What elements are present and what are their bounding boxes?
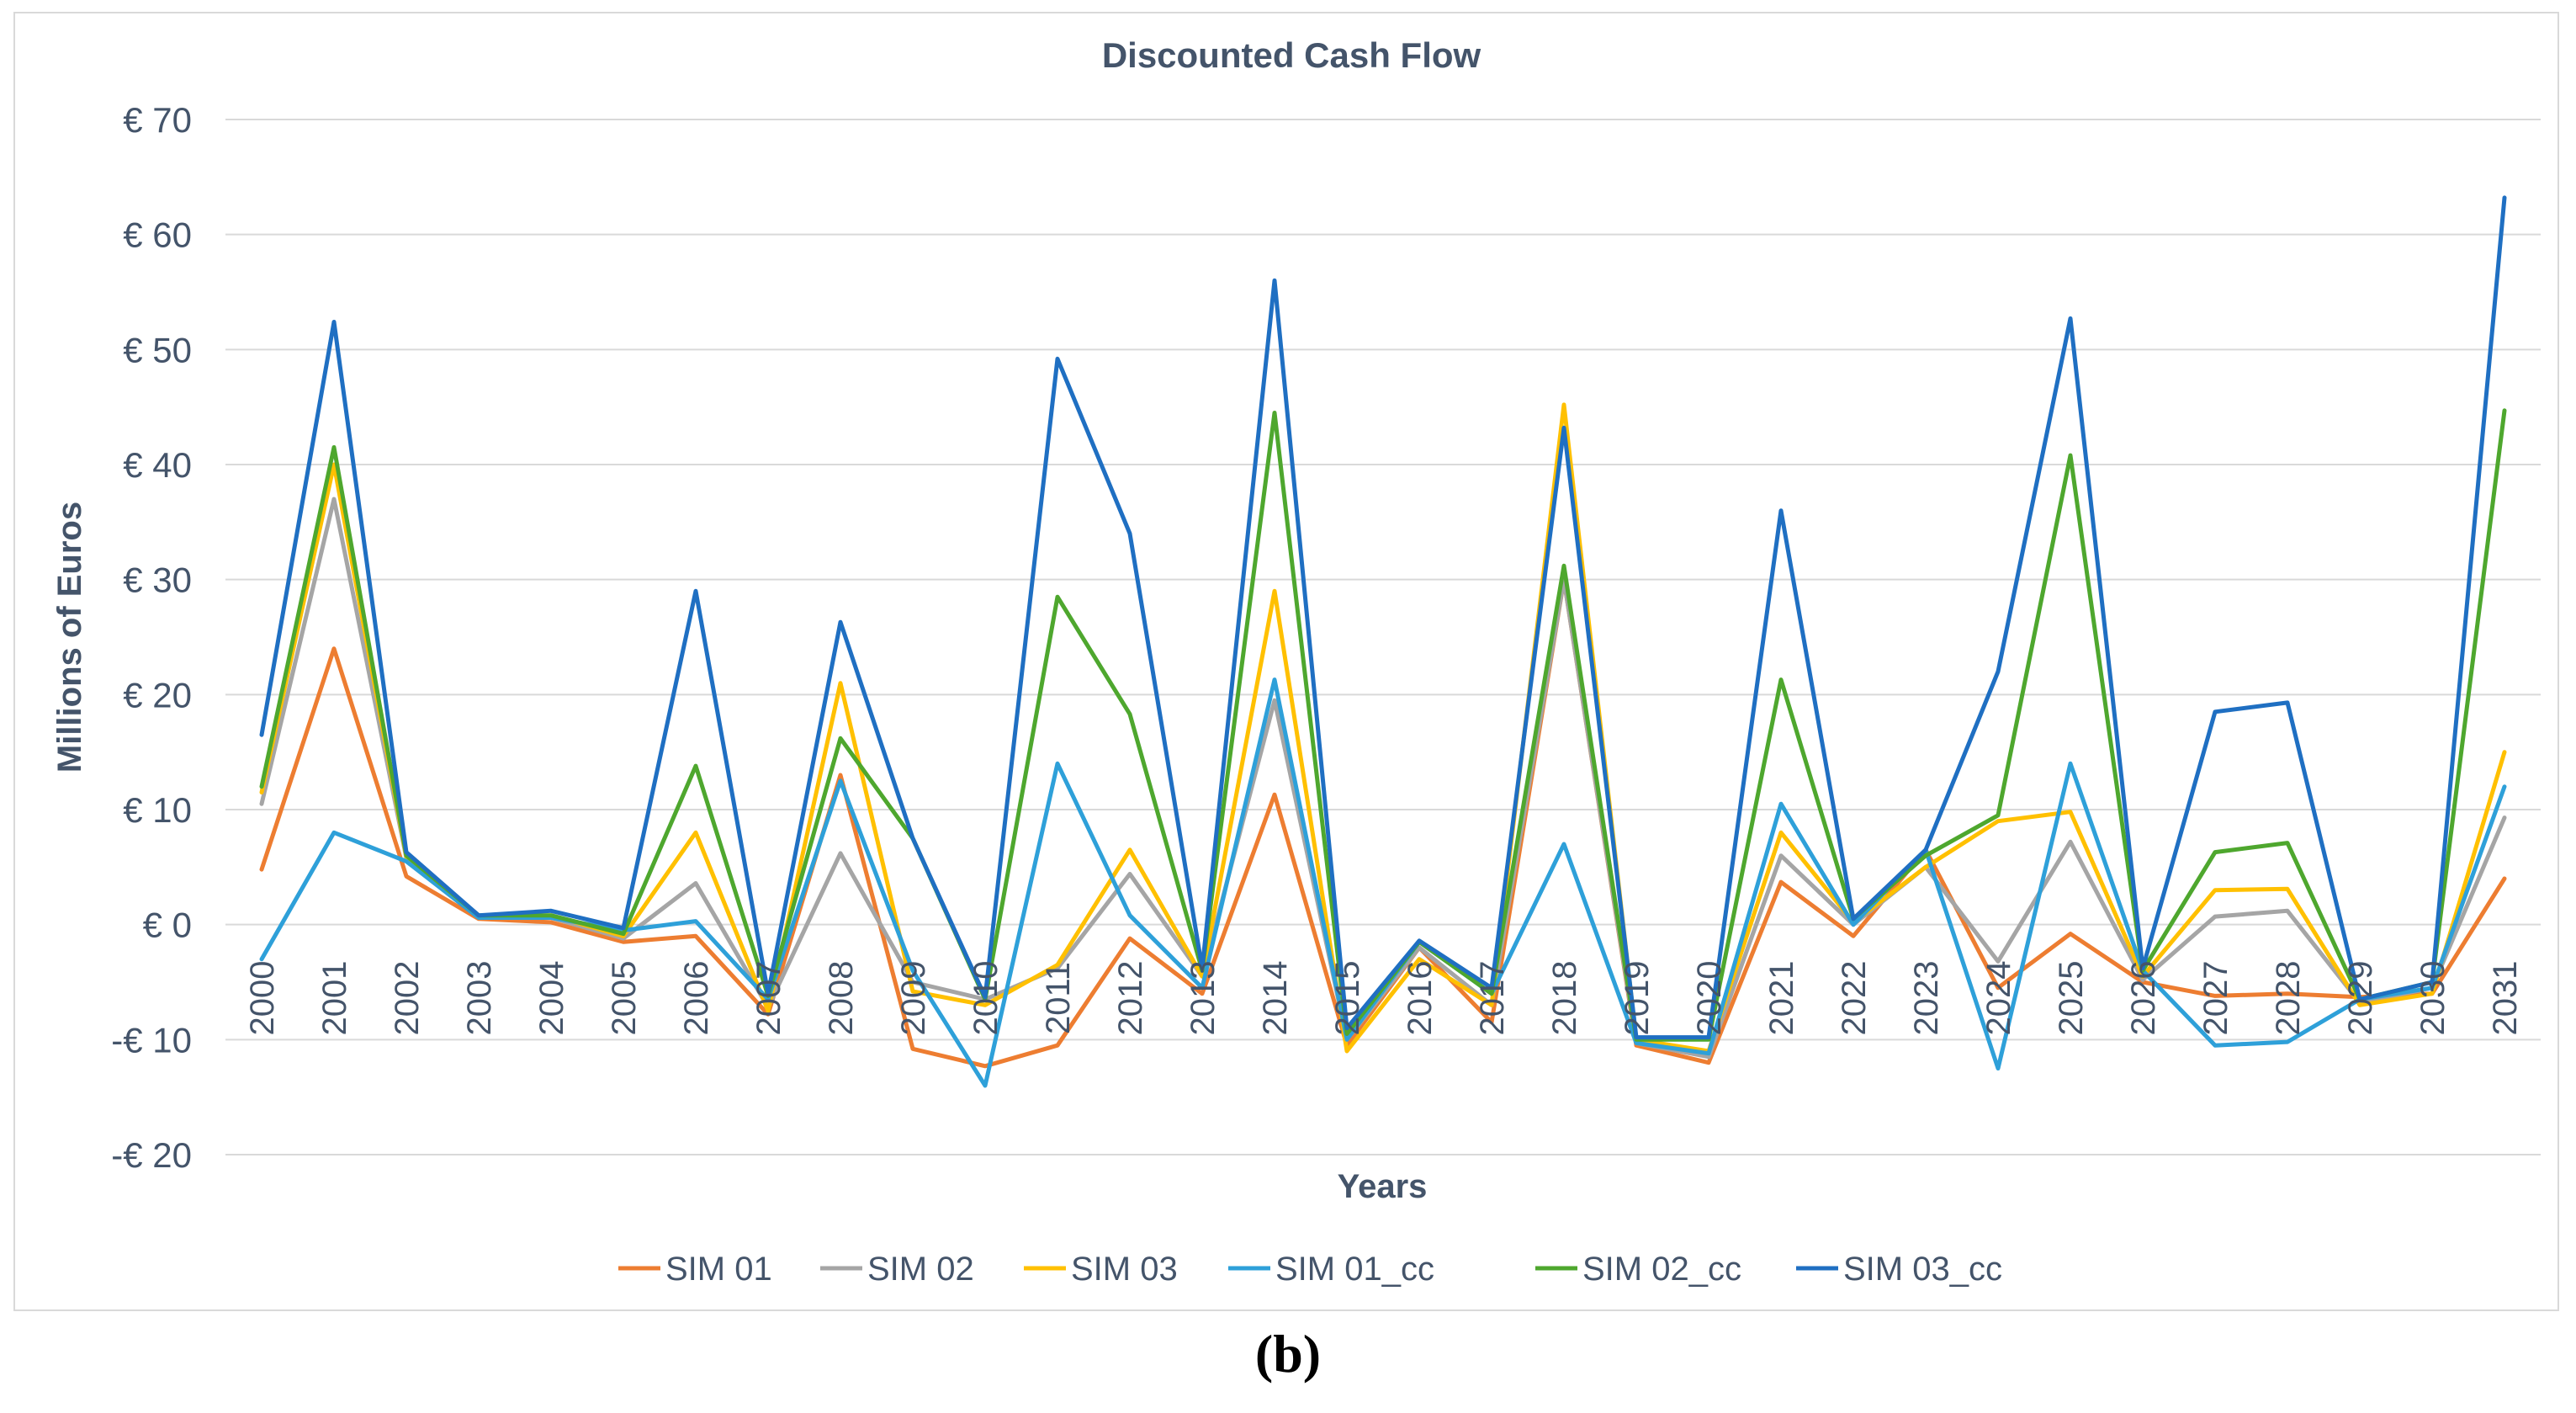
- x-tick-label: 2015: [1329, 961, 1366, 1036]
- y-tick-label: € 50: [123, 330, 192, 369]
- y-tick-label: -€ 20: [111, 1135, 192, 1175]
- x-tick-label: 2012: [1112, 961, 1149, 1036]
- x-axis-label: Years: [1338, 1168, 1428, 1205]
- legend-label: SIM 03_cc: [1843, 1251, 2002, 1288]
- x-tick-label: 2023: [1908, 961, 1945, 1036]
- legend-label: SIM 01: [665, 1251, 772, 1288]
- figure-caption: (b): [1254, 1324, 1322, 1384]
- x-tick-label: 2027: [2197, 961, 2234, 1036]
- x-tick-label: 2002: [389, 961, 426, 1036]
- legend: SIM 01 SIM 02 SIM 03 SIM 01_cc SIM 02_cc SIM …: [618, 1251, 2002, 1288]
- legend-label: SIM 02_cc: [1582, 1251, 1741, 1288]
- x-tick-label: 2028: [2270, 961, 2307, 1036]
- x-tick-label: 2011: [1040, 962, 1077, 1034]
- x-tick-label: 2014: [1257, 961, 1294, 1036]
- x-tick-label: 2009: [895, 961, 932, 1036]
- x-tick-label: 2021: [1763, 961, 1800, 1036]
- x-tick-label: 2018: [1546, 961, 1583, 1036]
- chart-title: Discounted Cash Flow: [1102, 35, 1481, 75]
- series-line-sim-02-cc: [259, 408, 2507, 1042]
- x-tick-label: 2024: [1980, 961, 2017, 1036]
- chart: Discounted Cash Flow -€ 20 -€ 10 € 0 € 10 € …: [51, 35, 2541, 1288]
- y-axis-label: Millions of Euros: [51, 502, 88, 773]
- series-lines: [259, 195, 2507, 1088]
- x-tick-label: 2020: [1691, 961, 1728, 1036]
- x-tick-label: 2026: [2125, 961, 2162, 1036]
- legend-label: SIM 03: [1071, 1251, 1178, 1288]
- x-tick-label: 2004: [533, 961, 570, 1036]
- x-tick-label: 2003: [461, 961, 498, 1036]
- x-tick-label: 2013: [1185, 961, 1222, 1036]
- series-line-sim-03-cc: [259, 195, 2507, 1040]
- series-line-sim-03: [259, 402, 2507, 1054]
- x-tick-label: 2005: [606, 961, 643, 1036]
- x-tick-label: 2008: [823, 961, 860, 1036]
- y-tick-label: € 20: [123, 675, 192, 714]
- y-axis-ticks: -€ 20 -€ 10 € 0 € 10 € 20 € 30 € 40 € 50 € 60 € 7…: [111, 100, 192, 1175]
- x-axis-ticks: 2000 2001 2002 2003 2004 2005 2006 2007 2008 2009…: [244, 961, 2524, 1036]
- x-tick-label: 2030: [2414, 961, 2451, 1036]
- x-tick-label: 2025: [2053, 961, 2090, 1036]
- x-tick-label: 2001: [316, 961, 353, 1036]
- x-tick-label: 2010: [967, 961, 1004, 1036]
- y-tick-label: € 10: [123, 790, 192, 830]
- y-tick-label: € 70: [123, 100, 192, 140]
- x-tick-label: 2017: [1474, 961, 1511, 1036]
- x-tick-label: 2029: [2342, 961, 2379, 1036]
- x-tick-label: 2006: [678, 961, 715, 1036]
- x-tick-label: 2022: [1836, 961, 1873, 1036]
- x-tick-label: 2031: [2487, 961, 2524, 1036]
- legend-label: SIM 01_cc: [1275, 1251, 1434, 1288]
- y-tick-label: € 0: [143, 906, 192, 945]
- x-tick-label: 2007: [750, 961, 787, 1036]
- y-tick-label: € 30: [123, 560, 192, 600]
- y-tick-label: € 60: [123, 215, 192, 255]
- legend-label: SIM 02: [867, 1251, 974, 1288]
- x-tick-label: 2000: [244, 961, 281, 1036]
- x-tick-label: 2019: [1619, 961, 1656, 1036]
- series-line-sim-02: [259, 497, 2507, 1060]
- y-tick-label: € 40: [123, 445, 192, 485]
- grid-lines: [225, 119, 2541, 1155]
- x-tick-label: 2016: [1402, 961, 1439, 1036]
- y-tick-label: -€ 10: [111, 1020, 192, 1060]
